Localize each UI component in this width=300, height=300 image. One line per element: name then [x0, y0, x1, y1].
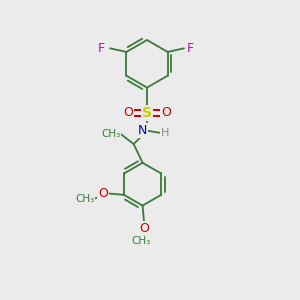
- Text: S: S: [142, 106, 152, 120]
- Text: CH₃: CH₃: [101, 129, 120, 139]
- Text: CH₃: CH₃: [75, 194, 94, 204]
- Text: O: O: [98, 187, 108, 200]
- Text: CH₃: CH₃: [131, 236, 151, 246]
- Text: H: H: [161, 128, 170, 138]
- Text: F: F: [98, 42, 105, 55]
- Text: O: O: [139, 222, 149, 235]
- Text: N: N: [138, 124, 147, 137]
- Text: F: F: [187, 42, 194, 55]
- Text: O: O: [123, 106, 133, 119]
- Text: O: O: [161, 106, 171, 119]
